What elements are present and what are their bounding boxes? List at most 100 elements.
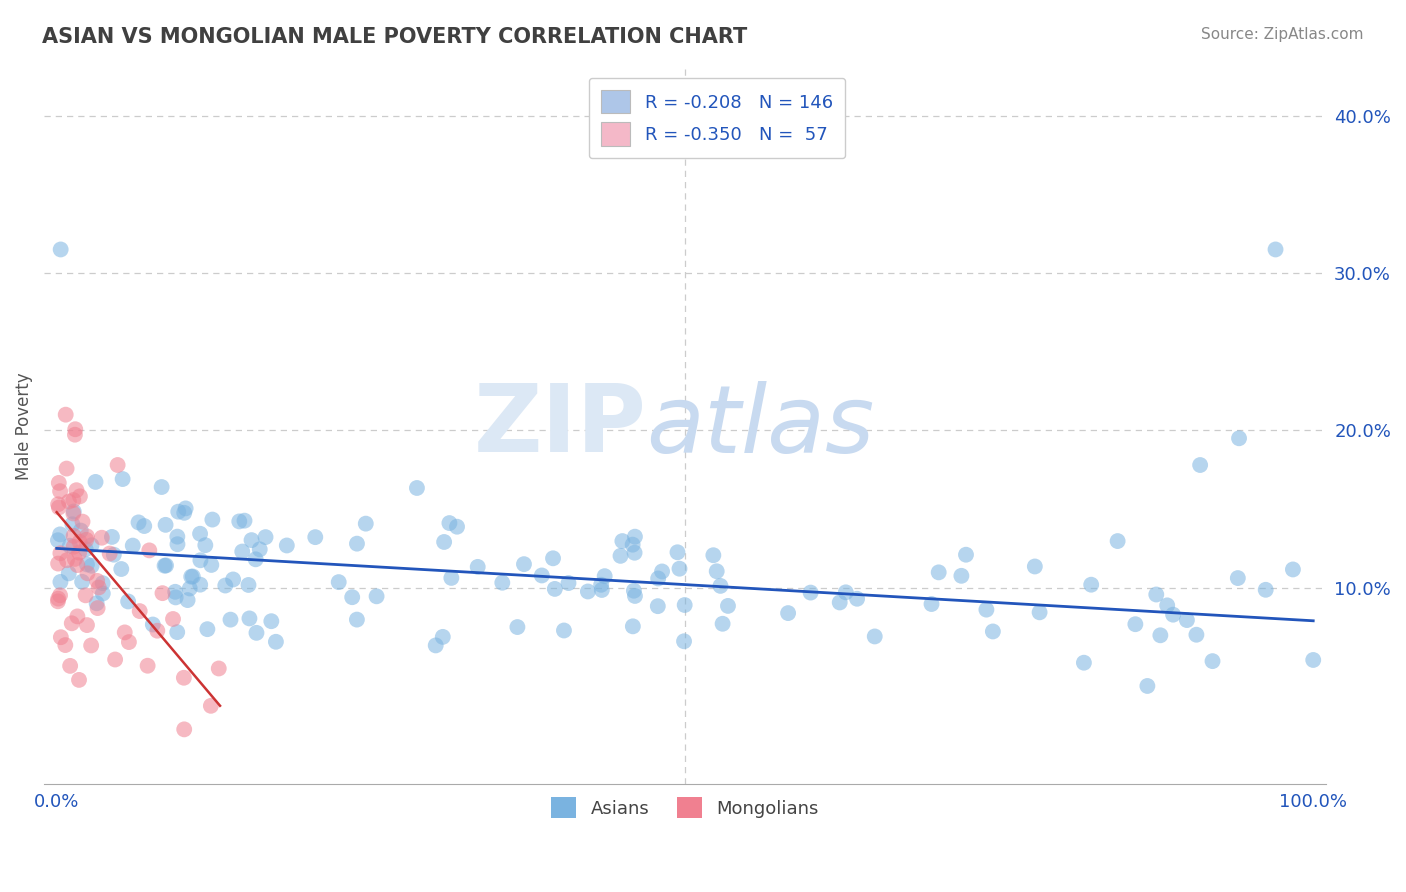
Point	[260, 614, 283, 628]
Point	[75, 542, 97, 557]
Point	[1201, 654, 1223, 668]
Point	[46, 533, 69, 548]
Point	[544, 582, 567, 596]
Point	[425, 639, 447, 653]
Point	[828, 595, 851, 609]
Point	[863, 630, 886, 644]
Point	[647, 599, 669, 614]
Point	[1156, 599, 1178, 613]
Point	[176, 593, 198, 607]
Point	[188, 526, 211, 541]
Point	[1161, 607, 1184, 622]
Point	[65, 483, 87, 498]
Point	[950, 569, 973, 583]
Point	[138, 543, 160, 558]
Point	[276, 539, 298, 553]
Point	[70, 574, 93, 589]
Point	[76, 558, 98, 572]
Point	[75, 533, 97, 547]
Text: Source: ZipAtlas.com: Source: ZipAtlas.com	[1201, 27, 1364, 42]
Point	[65, 422, 87, 436]
Point	[84, 475, 107, 489]
Point	[134, 519, 156, 533]
Point	[49, 243, 72, 257]
Point	[304, 530, 326, 544]
Point	[1028, 605, 1050, 619]
Point	[1175, 613, 1198, 627]
Point	[155, 517, 177, 532]
Point	[711, 616, 734, 631]
Point	[928, 566, 950, 580]
Point	[150, 480, 173, 494]
Point	[194, 538, 217, 552]
Point	[121, 539, 143, 553]
Point	[46, 594, 69, 608]
Point	[673, 634, 696, 648]
Point	[49, 588, 72, 602]
Point	[208, 661, 231, 675]
Point	[155, 558, 177, 573]
Point	[173, 506, 195, 520]
Point	[55, 461, 77, 475]
Point	[162, 612, 184, 626]
Point	[104, 652, 127, 666]
Point	[1107, 534, 1129, 549]
Point	[49, 574, 72, 589]
Point	[1227, 431, 1250, 445]
Point	[612, 534, 634, 549]
Point	[609, 549, 631, 563]
Point	[69, 489, 91, 503]
Point	[557, 576, 579, 591]
Point	[69, 524, 91, 538]
Point	[981, 624, 1004, 639]
Point	[190, 553, 212, 567]
Point	[118, 635, 141, 649]
Point	[66, 558, 89, 572]
Point	[506, 620, 529, 634]
Point	[222, 573, 245, 587]
Point	[976, 602, 998, 616]
Point	[188, 577, 211, 591]
Point	[467, 560, 489, 574]
Point	[62, 540, 84, 554]
Point	[346, 536, 368, 550]
Point	[621, 538, 644, 552]
Point	[591, 578, 613, 592]
Point	[406, 481, 429, 495]
Point	[346, 613, 368, 627]
Point	[1080, 577, 1102, 591]
Point	[107, 458, 129, 472]
Point	[80, 558, 103, 573]
Point	[146, 624, 169, 638]
Point	[1254, 582, 1277, 597]
Point	[179, 582, 201, 596]
Point	[166, 625, 188, 640]
Point	[201, 512, 224, 526]
Point	[553, 624, 575, 638]
Point	[200, 698, 222, 713]
Point	[103, 548, 125, 562]
Point	[166, 537, 188, 551]
Point	[249, 542, 271, 557]
Point	[1149, 628, 1171, 642]
Point	[440, 571, 463, 585]
Point	[86, 596, 108, 610]
Point	[245, 552, 267, 566]
Point	[1136, 679, 1159, 693]
Point	[778, 606, 800, 620]
Point	[228, 515, 250, 529]
Point	[354, 516, 377, 531]
Point	[647, 572, 669, 586]
Point	[513, 557, 536, 571]
Text: ZIP: ZIP	[474, 381, 647, 473]
Point	[181, 569, 204, 583]
Point	[48, 475, 70, 490]
Point	[90, 531, 112, 545]
Point	[591, 582, 613, 597]
Point	[86, 601, 108, 615]
Point	[624, 530, 647, 544]
Point	[69, 534, 91, 549]
Point	[439, 516, 461, 530]
Point	[136, 658, 159, 673]
Point	[624, 589, 647, 603]
